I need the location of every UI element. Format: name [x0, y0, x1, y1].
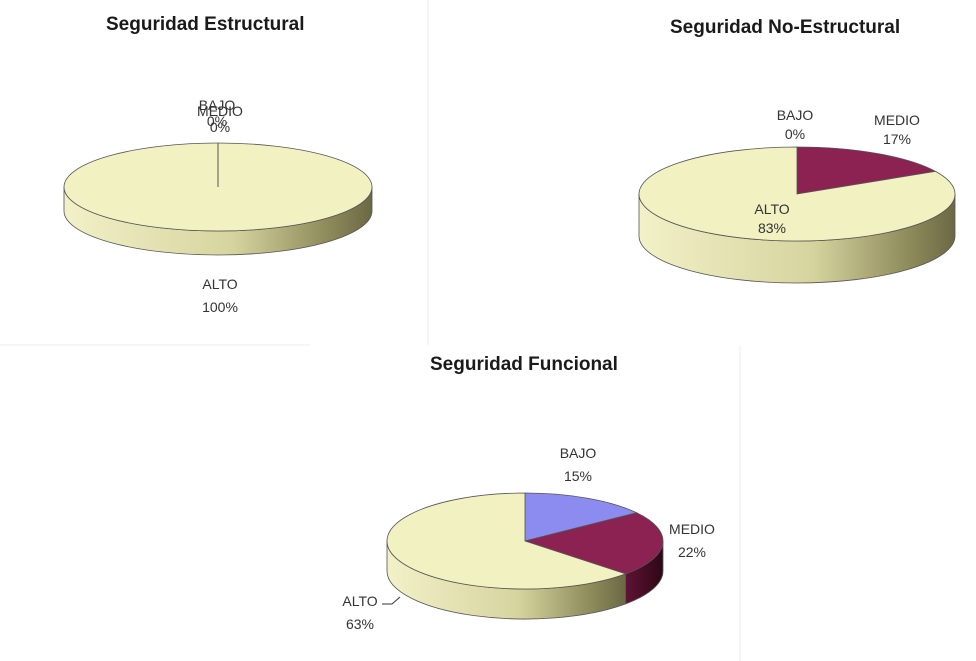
- slice-label-bajo: BAJO: [560, 445, 597, 461]
- pie-slice-medio: [523, 512, 664, 575]
- slice-pct-alto: 100%: [202, 299, 238, 315]
- chart-title-estructural: Seguridad Estructural: [106, 14, 305, 35]
- chart-title-no-estructural: Seguridad No-Estructural: [670, 17, 901, 38]
- slice-pct-alto: 83%: [758, 220, 786, 236]
- pie-funcional: [386, 492, 664, 620]
- slice-label-alto: ALTO: [754, 201, 789, 217]
- slice-pct-medio: 0%: [210, 119, 230, 135]
- slice-pct-medio: 17%: [883, 131, 911, 147]
- pie-slice-bajo: [524, 492, 638, 542]
- leader-line: [382, 596, 401, 605]
- slice-pct-bajo: 0%: [785, 126, 805, 142]
- pie-slice-alto: [638, 146, 956, 242]
- slice-pct-medio: 22%: [678, 544, 706, 560]
- pie-no-estructural: [638, 146, 956, 284]
- slice-label-medio: MEDIO: [669, 521, 715, 537]
- slice-label-alto: ALTO: [342, 593, 377, 609]
- slice-label-medio: MEDIO: [197, 103, 243, 119]
- pie-slice-medio: [796, 146, 937, 195]
- slice-pct-alto: 63%: [346, 616, 374, 632]
- chart-title-funcional: Seguridad Funcional: [430, 354, 618, 375]
- slice-pct-bajo: 15%: [564, 468, 592, 484]
- slice-pct-bajo: 0%: [207, 113, 227, 129]
- slice-label-alto: ALTO: [202, 276, 237, 292]
- slice-label-bajo: BAJO: [777, 107, 814, 123]
- slice-label-medio: MEDIO: [874, 112, 920, 128]
- slice-label-bajo: BAJO: [199, 97, 236, 113]
- pie-estructural: [63, 142, 373, 256]
- pie-slice-alto: [386, 492, 627, 590]
